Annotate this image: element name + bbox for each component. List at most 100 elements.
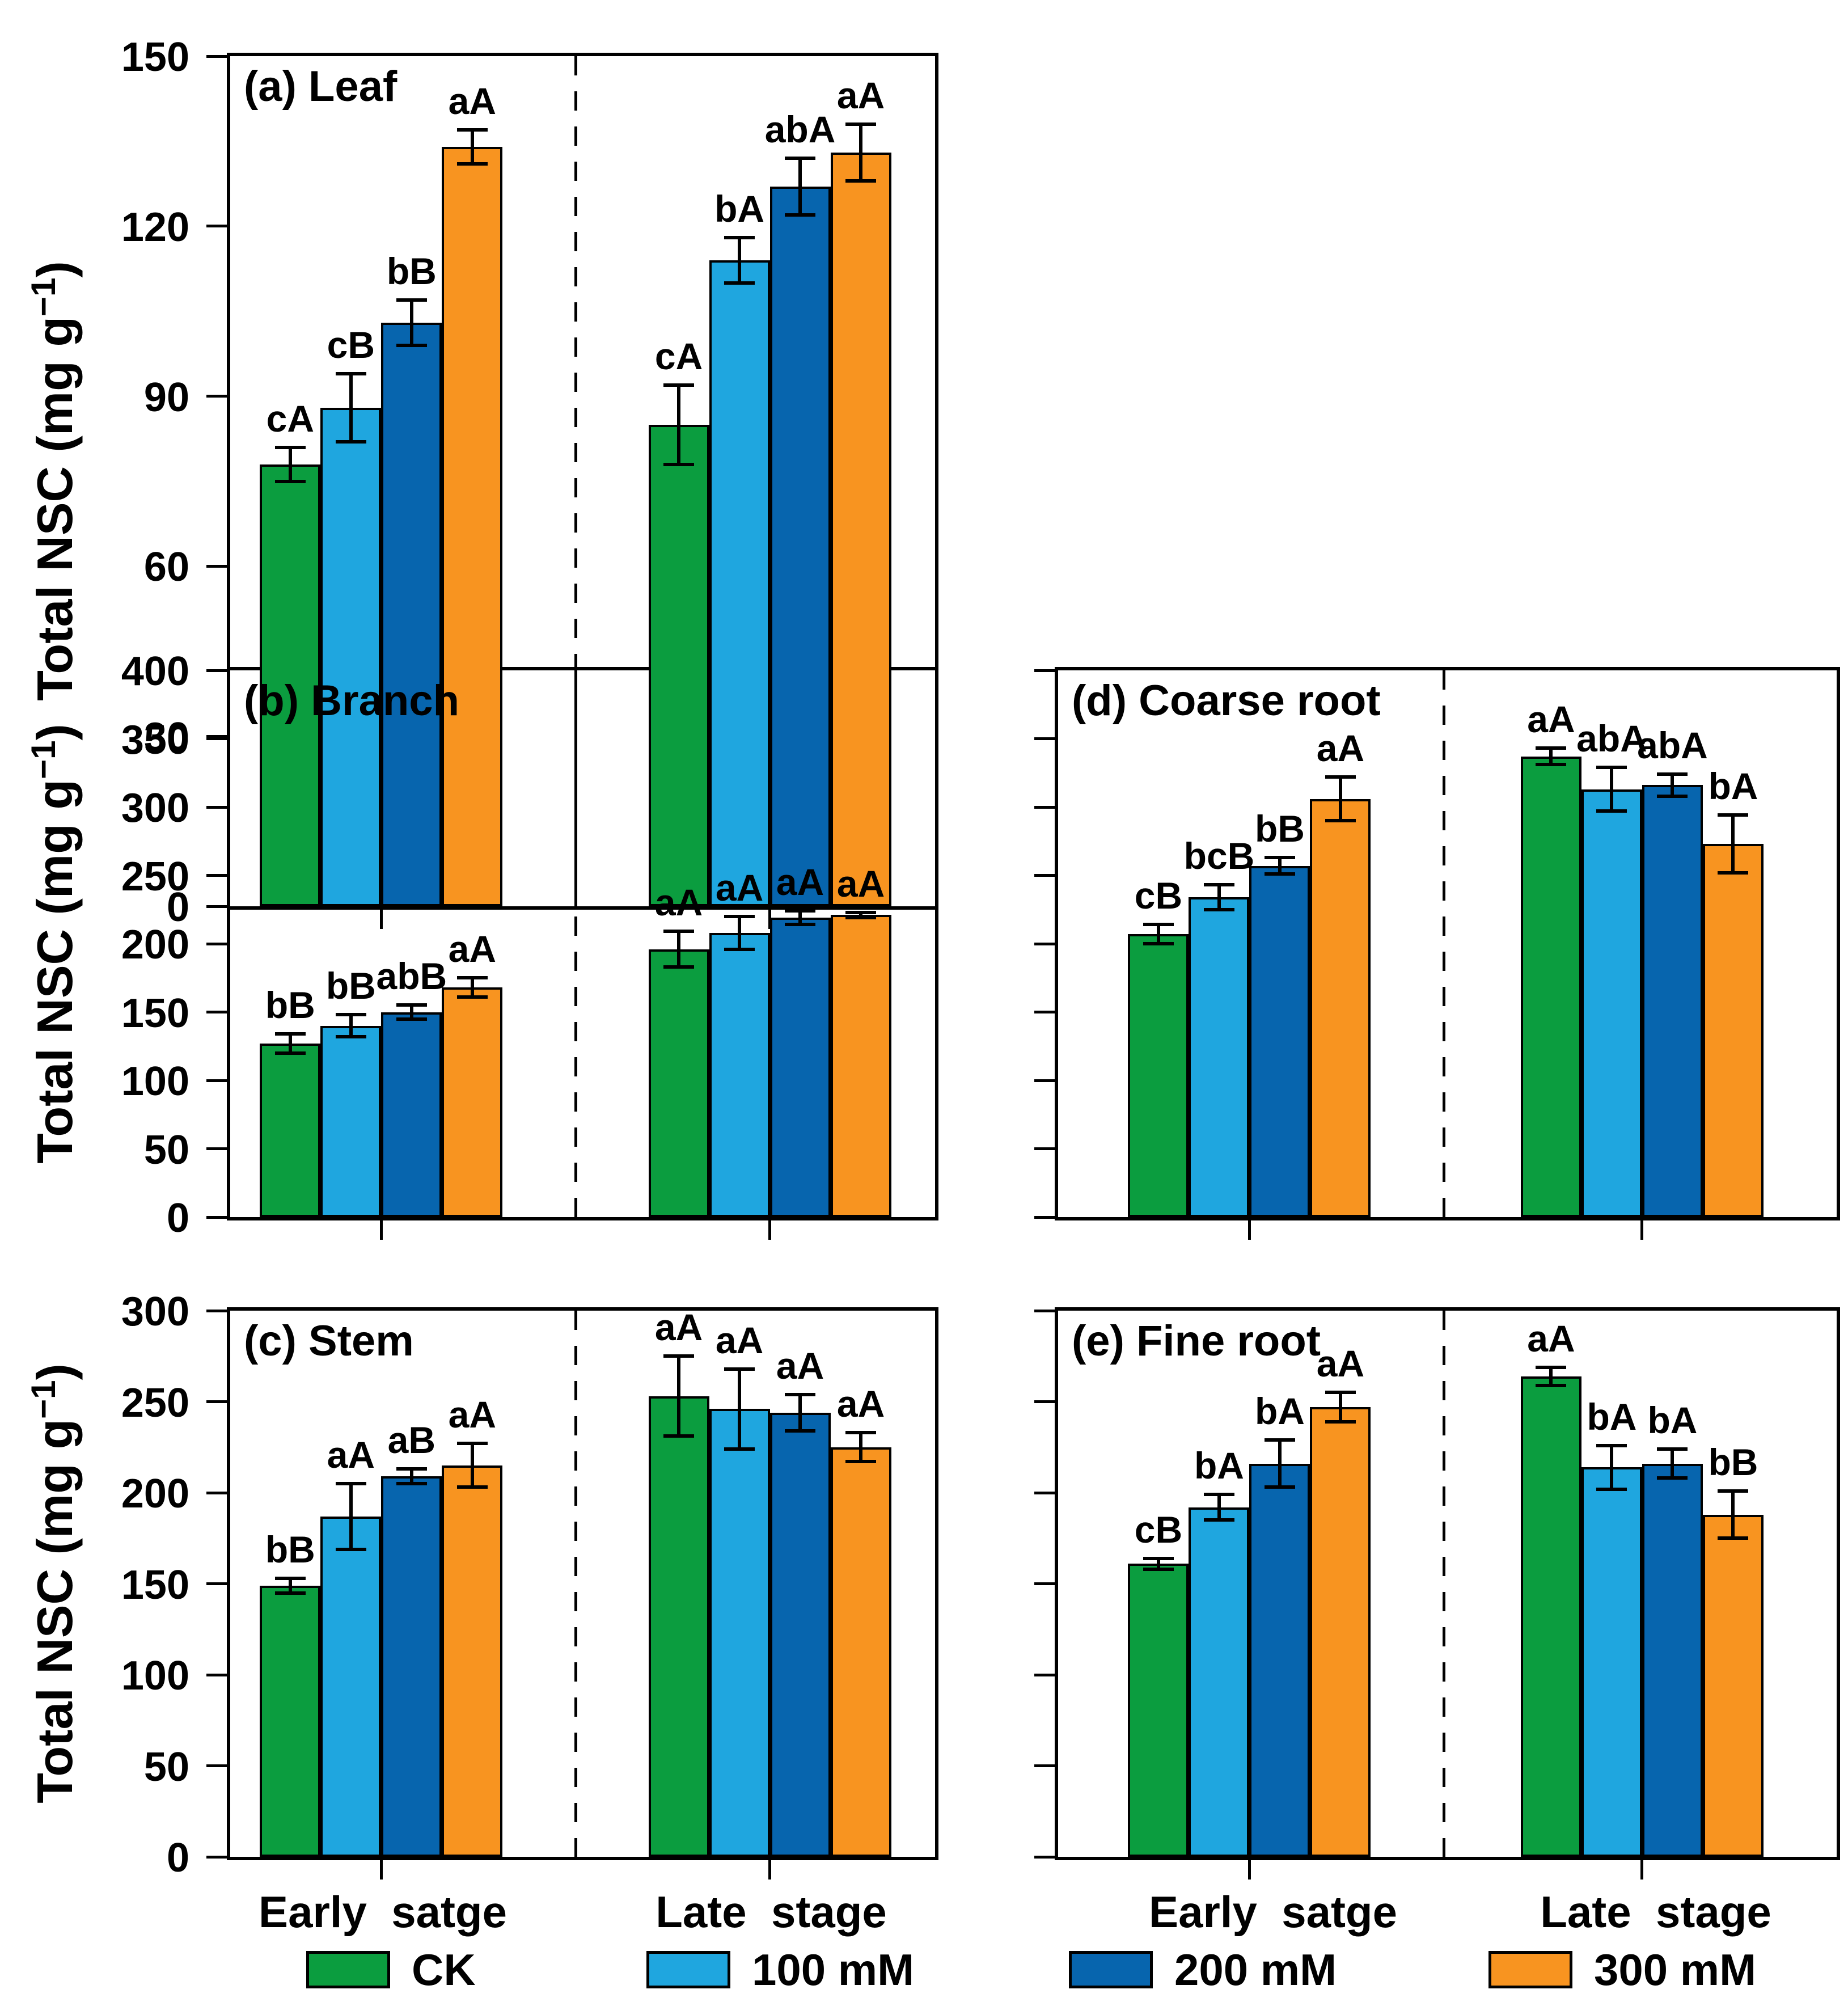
y-axis-tick bbox=[1034, 1764, 1055, 1767]
error-bar-cap bbox=[663, 462, 695, 466]
significance-letter: bcB bbox=[1183, 835, 1255, 877]
significance-letter: bA bbox=[1708, 765, 1758, 808]
legend-swatch-ck bbox=[306, 1951, 390, 1988]
error-bar-cap bbox=[274, 1051, 306, 1055]
bar-e-200mM-early bbox=[1249, 1463, 1310, 1857]
y-axis-tick-label: 250 bbox=[121, 1380, 189, 1426]
x-axis-tick bbox=[379, 910, 383, 929]
y-axis-tick bbox=[206, 1147, 227, 1150]
error-bar-cap bbox=[724, 235, 755, 239]
error-bar bbox=[1217, 1494, 1221, 1520]
error-bar-cap bbox=[396, 1481, 427, 1485]
error-bar-cap bbox=[1143, 1567, 1174, 1571]
bar-c-CK-early bbox=[260, 1585, 321, 1857]
error-bar-cap bbox=[1657, 772, 1688, 776]
stage-divider-dashed-line bbox=[574, 670, 577, 1217]
stage-divider-dashed-line bbox=[574, 56, 577, 906]
y-axis-tick-label: 150 bbox=[121, 990, 189, 1036]
significance-letter: cA bbox=[266, 397, 315, 440]
error-bar-cap bbox=[335, 1547, 366, 1551]
significance-letter: abB bbox=[376, 955, 447, 998]
error-bar bbox=[677, 385, 681, 464]
error-bar-cap bbox=[845, 1431, 877, 1435]
plot-frame-e bbox=[1055, 1307, 1840, 1860]
bar-d-100mM-early bbox=[1189, 897, 1250, 1217]
error-bar-cap bbox=[785, 923, 816, 927]
y-axis-tick bbox=[1034, 737, 1055, 740]
error-bar-cap bbox=[663, 1434, 695, 1438]
y-axis-tick bbox=[206, 805, 227, 809]
error-bar bbox=[798, 911, 802, 925]
error-bar-cap bbox=[274, 445, 306, 449]
error-bar-cap bbox=[1264, 872, 1295, 876]
bar-b-200mM-early bbox=[381, 1012, 442, 1217]
error-bar-cap bbox=[785, 909, 816, 913]
error-bar bbox=[288, 447, 292, 482]
y-axis-tick-label: 100 bbox=[121, 1653, 189, 1699]
y-axis-tick bbox=[206, 1491, 227, 1494]
y-axis-tick-label: 30 bbox=[143, 715, 189, 761]
bar-a-100mM-early bbox=[320, 407, 382, 906]
significance-letter: aA bbox=[448, 928, 497, 970]
bar-b-100mM-late bbox=[709, 932, 770, 1217]
plot-frame-c bbox=[227, 1307, 938, 1860]
significance-letter: aA bbox=[836, 1383, 885, 1425]
error-bar bbox=[1549, 748, 1553, 765]
y-axis-tick bbox=[206, 1582, 227, 1585]
error-bar-cap bbox=[335, 371, 366, 375]
significance-letter: aA bbox=[836, 74, 885, 116]
significance-letter: aA bbox=[1316, 1342, 1365, 1385]
error-bar-cap bbox=[1718, 871, 1749, 875]
error-bar-cap bbox=[456, 162, 488, 166]
error-bar-cap bbox=[335, 440, 366, 444]
legend-label-300mm: 300 mM bbox=[1594, 1945, 1757, 1995]
error-bar-cap bbox=[1203, 1493, 1234, 1497]
error-bar-cap bbox=[845, 916, 877, 920]
error-bar bbox=[409, 1469, 413, 1484]
panel-title-b: (b) Branch bbox=[244, 677, 459, 725]
significance-letter: cA bbox=[654, 335, 703, 377]
error-bar bbox=[349, 373, 353, 442]
y-axis-tick bbox=[206, 1673, 227, 1676]
y-axis-label-text: Total NSC (mg g bbox=[27, 779, 83, 1164]
plot-frame-d bbox=[1055, 667, 1840, 1220]
y-axis-tick bbox=[1034, 1147, 1055, 1150]
y-axis-tick bbox=[1034, 1491, 1055, 1494]
bar-b-CK-late bbox=[648, 949, 709, 1217]
bar-a-200mM-early bbox=[381, 322, 442, 906]
bar-c-CK-late bbox=[648, 1396, 709, 1857]
y-axis-tick-label: 50 bbox=[143, 1744, 189, 1790]
error-bar bbox=[1156, 924, 1160, 944]
significance-letter: bA bbox=[1647, 1399, 1698, 1441]
error-bar-cap bbox=[1264, 1485, 1295, 1489]
x-axis-tick bbox=[1247, 1860, 1251, 1879]
y-axis-label-superscript: −1 bbox=[24, 277, 62, 316]
bar-e-200mM-late bbox=[1642, 1463, 1703, 1857]
x-axis-tick bbox=[1640, 1860, 1644, 1879]
bar-d-300mM-late bbox=[1702, 844, 1764, 1217]
error-bar bbox=[1338, 1392, 1342, 1422]
x-category-label-early-left: Early satge bbox=[259, 1887, 507, 1937]
error-bar bbox=[349, 1483, 353, 1549]
stage-divider-dashed-line bbox=[1442, 1311, 1445, 1857]
error-bar-cap bbox=[1325, 775, 1356, 779]
y-axis-tick bbox=[1034, 669, 1055, 672]
x-category-label-late-left: Late stage bbox=[656, 1887, 887, 1937]
error-bar-cap bbox=[456, 1485, 488, 1489]
y-axis-tick bbox=[206, 874, 227, 877]
y-axis-tick bbox=[1034, 1215, 1055, 1219]
error-bar-cap bbox=[396, 343, 427, 347]
y-axis-tick bbox=[206, 1764, 227, 1767]
significance-letter: aA bbox=[1527, 698, 1575, 741]
error-bar bbox=[470, 1443, 474, 1488]
error-bar bbox=[470, 978, 474, 997]
error-bar-cap bbox=[1203, 907, 1234, 911]
error-bar-cap bbox=[456, 976, 488, 980]
error-bar-cap bbox=[274, 1032, 306, 1036]
error-bar-cap bbox=[335, 1481, 366, 1485]
bar-d-CK-early bbox=[1128, 934, 1189, 1217]
plot-frame-b bbox=[227, 667, 938, 1220]
bar-e-300mM-early bbox=[1310, 1407, 1371, 1857]
y-axis-tick bbox=[1034, 1673, 1055, 1676]
significance-letter: aA bbox=[654, 881, 703, 924]
